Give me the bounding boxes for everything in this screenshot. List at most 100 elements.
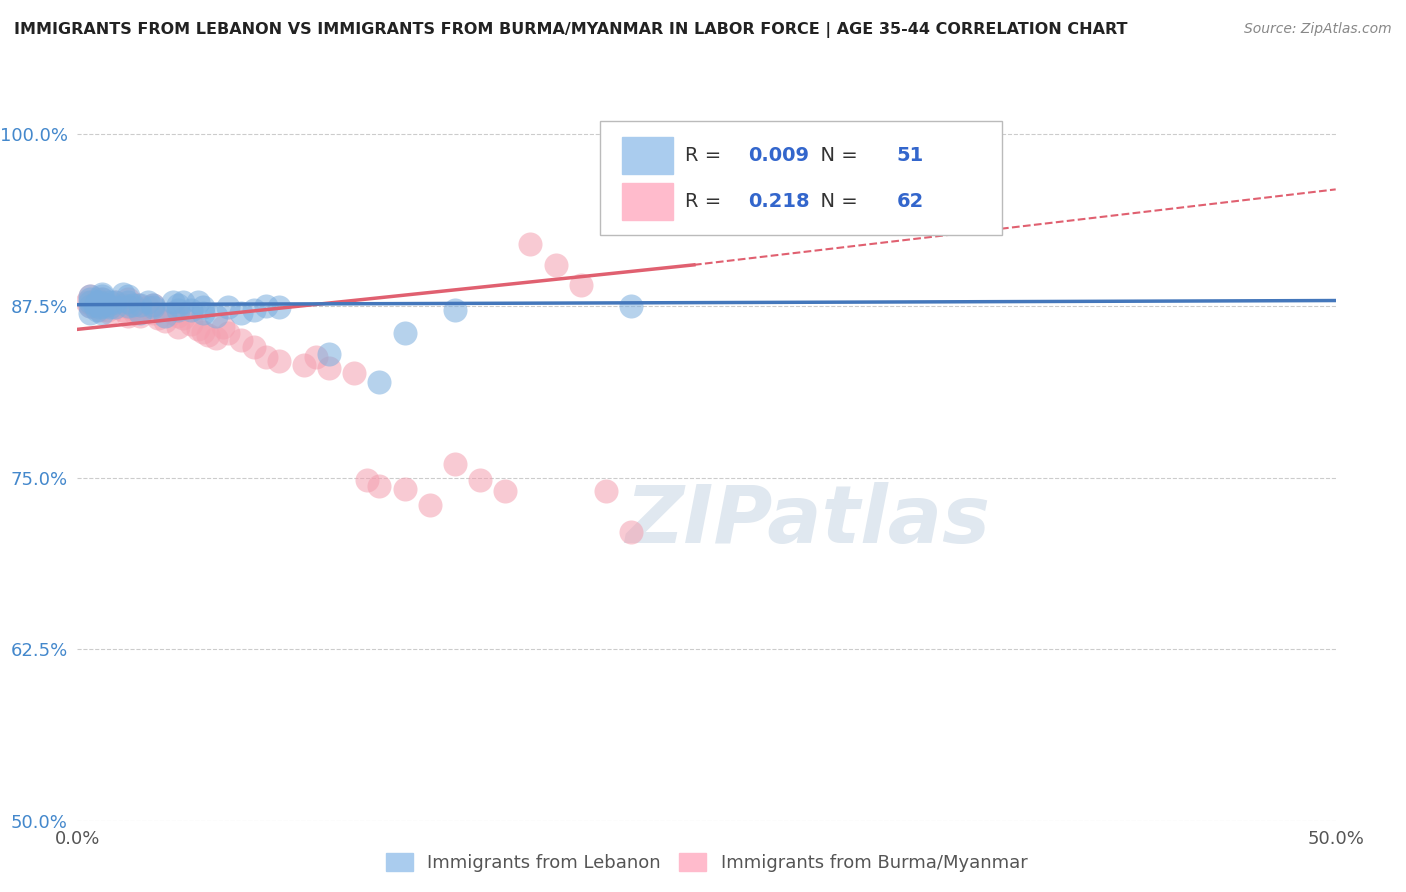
Point <box>98 301 121 315</box>
Text: 0.009: 0.009 <box>748 146 808 165</box>
Point <box>121 298 143 312</box>
FancyBboxPatch shape <box>599 121 1002 235</box>
Point <box>318 347 340 361</box>
Point <box>242 303 264 318</box>
Point <box>212 319 235 334</box>
Point <box>444 457 467 471</box>
Point <box>91 292 114 306</box>
Point <box>79 289 101 303</box>
Point <box>101 298 124 312</box>
Point <box>129 306 152 320</box>
Text: R =: R = <box>685 192 728 211</box>
FancyBboxPatch shape <box>623 183 672 219</box>
Point <box>111 286 134 301</box>
Point <box>167 303 190 318</box>
Point <box>98 294 121 309</box>
Text: R =: R = <box>685 146 728 165</box>
Point <box>127 298 149 312</box>
Point <box>204 309 226 323</box>
Point <box>86 294 108 309</box>
Point <box>136 294 159 309</box>
Point <box>79 289 101 303</box>
Point <box>104 294 127 309</box>
Point <box>544 258 567 272</box>
Point <box>155 314 177 328</box>
Point <box>318 360 340 375</box>
Point <box>162 294 184 309</box>
Text: 62: 62 <box>897 192 924 211</box>
Point <box>595 484 617 499</box>
Point <box>129 303 152 318</box>
Point <box>229 306 252 320</box>
Text: N =: N = <box>808 146 865 165</box>
Point <box>191 306 215 320</box>
Point <box>620 525 643 540</box>
Point <box>187 322 209 336</box>
Point <box>142 298 165 312</box>
Point <box>191 325 215 339</box>
Point <box>305 350 328 364</box>
Point <box>91 289 114 303</box>
Point <box>104 294 127 309</box>
Point <box>197 327 219 342</box>
Point <box>91 306 114 320</box>
Point <box>217 326 239 341</box>
Point <box>204 330 226 344</box>
FancyBboxPatch shape <box>623 137 672 174</box>
Point <box>117 289 139 303</box>
Point <box>444 303 467 318</box>
Text: Source: ZipAtlas.com: Source: ZipAtlas.com <box>1244 22 1392 37</box>
Point <box>89 301 111 315</box>
Point <box>142 298 165 312</box>
Point <box>494 484 516 499</box>
Point <box>620 299 643 313</box>
Point <box>82 298 104 312</box>
Point <box>117 301 139 315</box>
Text: IMMIGRANTS FROM LEBANON VS IMMIGRANTS FROM BURMA/MYANMAR IN LABOR FORCE | AGE 35: IMMIGRANTS FROM LEBANON VS IMMIGRANTS FR… <box>14 22 1128 38</box>
Point <box>242 340 264 354</box>
Point <box>111 298 134 312</box>
Point <box>79 299 101 313</box>
Point <box>117 292 139 306</box>
Point <box>229 334 252 348</box>
Point <box>254 299 277 313</box>
Point <box>76 294 98 309</box>
Legend: Immigrants from Lebanon, Immigrants from Burma/Myanmar: Immigrants from Lebanon, Immigrants from… <box>378 846 1035 880</box>
Point <box>129 309 152 323</box>
Text: ZIPatlas: ZIPatlas <box>624 482 990 560</box>
Point <box>91 294 114 309</box>
Point <box>217 301 239 315</box>
Point <box>91 298 114 312</box>
Point <box>117 309 139 323</box>
Point <box>191 301 215 315</box>
Point <box>267 301 290 315</box>
Point <box>394 326 416 341</box>
Point <box>292 358 315 372</box>
Point <box>104 301 127 315</box>
Point <box>84 301 107 315</box>
Point <box>569 278 592 293</box>
Point <box>142 301 165 315</box>
Point <box>136 301 159 315</box>
Point <box>79 294 101 309</box>
Point <box>79 292 101 306</box>
Point <box>91 292 114 306</box>
Point <box>368 375 391 389</box>
Point <box>519 237 541 252</box>
Point <box>129 298 152 312</box>
Point <box>162 306 184 320</box>
Point <box>146 311 169 326</box>
Point <box>172 311 194 326</box>
Point <box>89 294 111 309</box>
Point <box>167 319 190 334</box>
Point <box>124 306 146 320</box>
Point <box>121 301 143 315</box>
Point <box>167 298 190 312</box>
Point <box>356 473 378 487</box>
Point <box>111 303 134 318</box>
Point <box>172 294 194 309</box>
Point <box>91 286 114 301</box>
Point <box>343 366 366 380</box>
Point <box>394 482 416 496</box>
Point <box>948 169 970 183</box>
